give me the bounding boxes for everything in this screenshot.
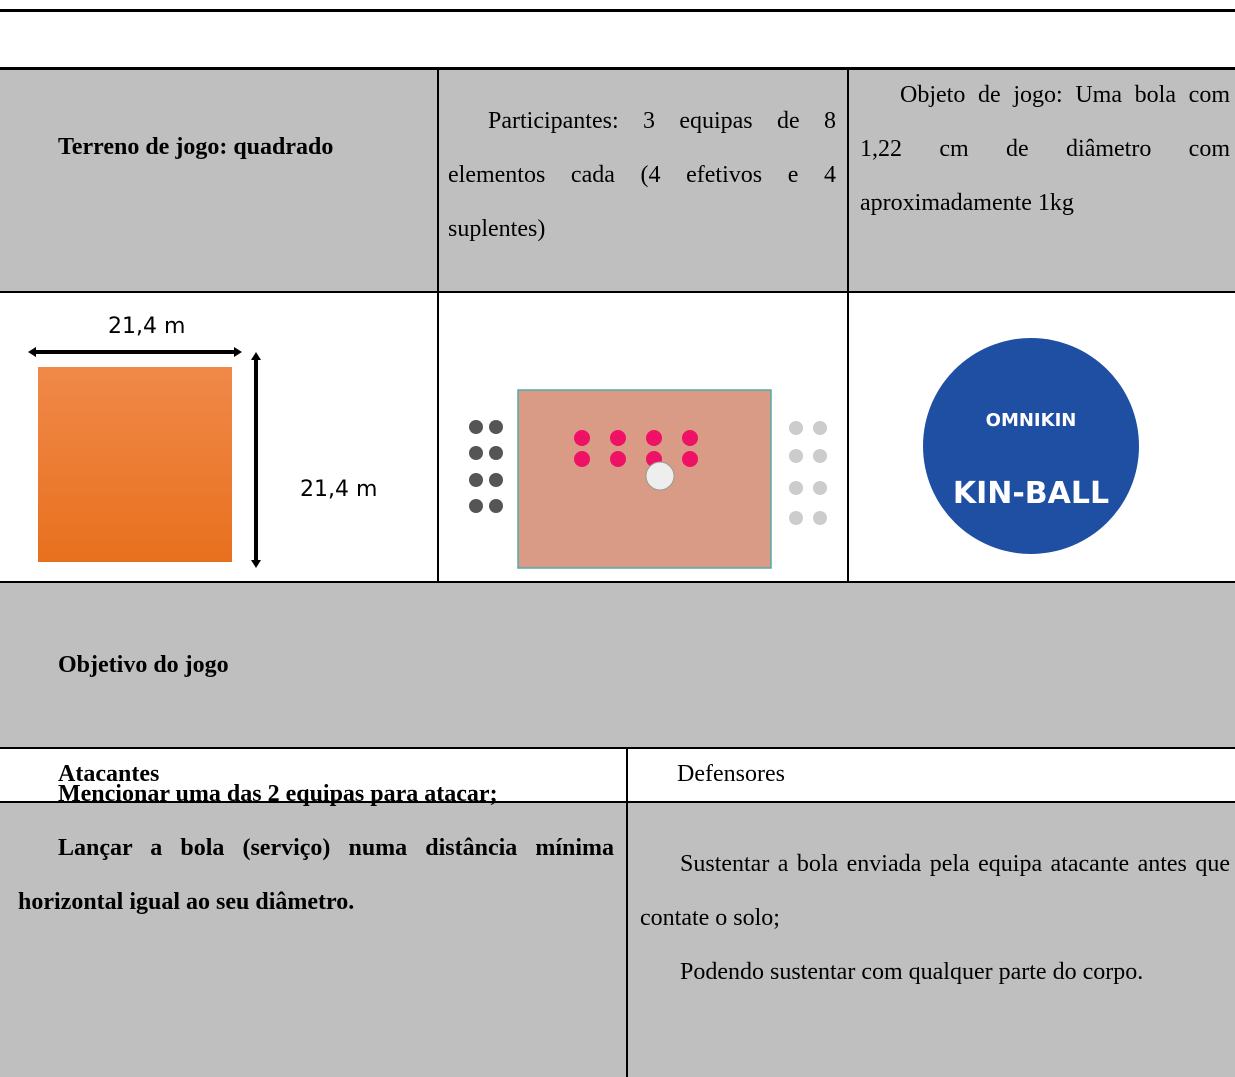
images-row: 21,4 m 21,4 m OMNIKIN KIN-BALL: [28, 314, 1139, 569]
cell-text: Mencionar uma das 2 equipas para atacar;: [58, 781, 498, 807]
team-pink: [574, 430, 698, 467]
cell-text: Sustentar a bola enviada pela equipa ata…: [640, 851, 1230, 931]
cell-text: Objeto de jogo: Uma bola com 1,22 cm de …: [860, 82, 1230, 216]
cell: Participantes: 3 equipas de 8 elementos …: [448, 94, 836, 256]
ball-brand: OMNIKIN: [986, 410, 1077, 431]
ball-name: KIN-BALL: [953, 476, 1109, 511]
row-1: [0, 68, 1235, 292]
row-border: [0, 801, 1235, 803]
cell-text: Lançar a bola (serviço) numa distância m…: [18, 835, 614, 915]
row-3: [0, 583, 1235, 748]
row-border: [0, 747, 1235, 749]
row-5: [0, 803, 1235, 1077]
court: [517, 389, 772, 569]
court-length: 21,4 m: [300, 477, 377, 502]
cell: Sustentar a bola enviada pela equipa ata…: [640, 837, 1230, 999]
row-border: [0, 291, 1235, 293]
col-border: [437, 68, 439, 582]
small-ball: [645, 461, 675, 491]
cell-text: Participantes: 3 equipas de 8 elementos …: [448, 108, 836, 242]
ball: [923, 338, 1139, 554]
cell: Objetivo do jogo: [18, 638, 618, 692]
col-border: [626, 748, 628, 1077]
cell: Atacantes: [18, 749, 618, 799]
cell: Defensores: [640, 749, 1230, 799]
table-top: [0, 67, 1235, 70]
team-dark: [469, 420, 503, 513]
top-rule: [0, 9, 1235, 12]
court-width: 21,4 m: [108, 314, 185, 339]
col-border: [847, 68, 849, 582]
cell: Terreno de jogo: quadrado: [18, 120, 426, 174]
cell: Mencionar uma das 2 equipas para atacar;…: [18, 767, 614, 929]
cell-text: Terreno de jogo: quadrado: [58, 134, 334, 160]
cell-text: Objetivo do jogo: [58, 652, 229, 678]
cell: Objeto de jogo: Uma bola com 1,22 cm de …: [860, 68, 1230, 230]
team-light: [789, 421, 827, 525]
cell-text: Defensores: [677, 761, 785, 787]
cell-text: Podendo sustentar com qualquer parte do …: [680, 959, 1144, 985]
court-square: [38, 367, 232, 562]
row-border: [0, 581, 1235, 583]
cell-text: Atacantes: [58, 761, 160, 787]
